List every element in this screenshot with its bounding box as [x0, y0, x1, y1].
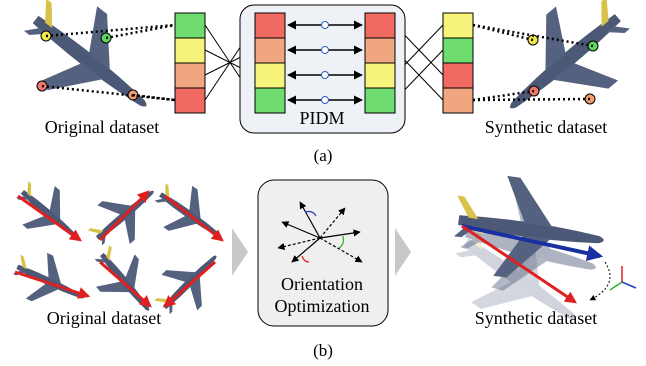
label: Synthetic dataset — [485, 117, 607, 137]
original-planes — [4, 171, 235, 327]
panel-b: Orientation Optimization Original datase… — [4, 169, 636, 360]
label: Original dataset — [45, 117, 159, 137]
label: Optimization — [275, 296, 370, 316]
caption: (a) — [314, 146, 333, 165]
synthetic-planes — [436, 169, 636, 357]
label: Orientation — [281, 274, 363, 294]
chevron — [232, 228, 248, 276]
pidm-left-column — [255, 13, 285, 113]
label: Synthetic dataset — [475, 308, 597, 328]
caption: (b) — [313, 341, 333, 360]
pidm-right-column — [365, 13, 395, 113]
left-column — [175, 13, 205, 113]
label: PIDM — [299, 108, 344, 128]
label: Original dataset — [47, 308, 161, 328]
figure: Original dataset PIDM Synthetic dataset … — [0, 0, 646, 366]
panel-a: Original dataset PIDM Synthetic dataset … — [2, 0, 646, 165]
chevron — [395, 228, 411, 276]
right-column — [443, 13, 473, 113]
